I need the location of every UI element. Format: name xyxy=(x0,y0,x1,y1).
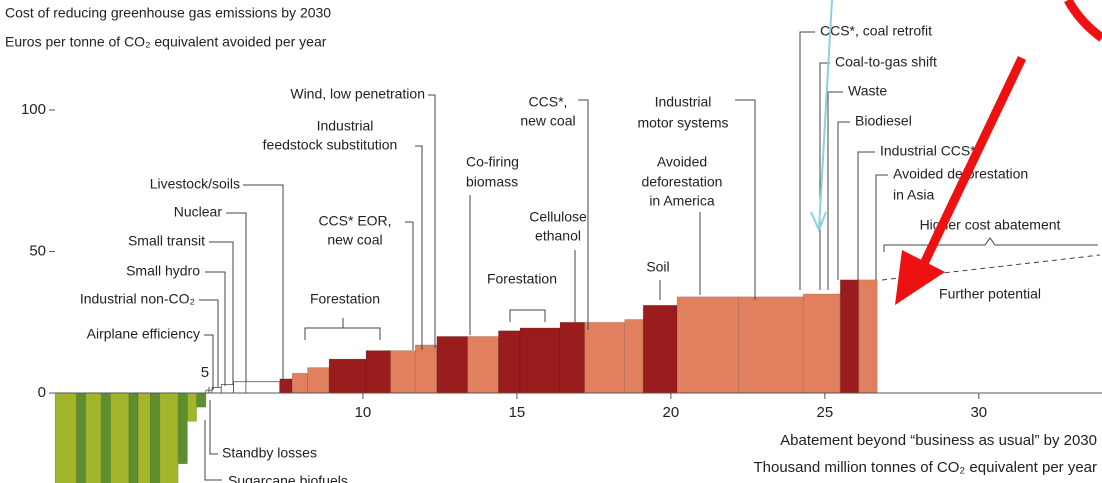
annotation: Nuclear xyxy=(174,204,223,220)
bar xyxy=(642,304,678,394)
annotation: Avoided deforestation xyxy=(893,166,1028,182)
x-tick-label: 15 xyxy=(509,404,526,421)
annotation: in Asia xyxy=(893,187,934,203)
annotation: CCS*, coal retrofit xyxy=(820,23,932,39)
bar xyxy=(584,321,626,394)
bar xyxy=(100,392,111,483)
bar xyxy=(150,392,161,483)
annotation: Industrial xyxy=(317,118,374,134)
bar xyxy=(467,336,499,394)
x-tick-label: 20 xyxy=(663,404,680,421)
bar xyxy=(245,381,281,394)
annotation: Higher cost abatement xyxy=(920,217,1061,233)
annotation: Industrial CCS* xyxy=(880,143,976,159)
annotation: Small hydro xyxy=(126,263,200,279)
bar xyxy=(233,381,247,394)
bars xyxy=(54,279,878,483)
bar xyxy=(291,372,308,394)
annotation: biomass xyxy=(466,174,518,190)
y-tick-label: 50 xyxy=(29,242,46,259)
bar xyxy=(328,358,367,394)
annotation: Standby losses xyxy=(222,445,317,461)
annotation: Wind, low penetration xyxy=(290,86,425,102)
annotation: Soil xyxy=(646,259,669,275)
x-axis-label: Abatement beyond “business as usual” by … xyxy=(780,432,1097,449)
bar xyxy=(365,350,392,394)
bar xyxy=(137,392,151,483)
bar xyxy=(436,336,469,394)
bar xyxy=(110,392,130,483)
bar xyxy=(177,392,188,465)
annotations: Wind, low penetration Industrial feedsto… xyxy=(80,23,1061,483)
bar xyxy=(128,392,139,483)
bar xyxy=(85,392,102,483)
annotation: feedstock substitution xyxy=(263,137,398,153)
annotation: Forestation xyxy=(487,271,557,287)
annotation: Livestock/soils xyxy=(150,176,240,192)
bar xyxy=(196,392,207,408)
annotation: Avoided xyxy=(657,154,707,170)
annotation: Sugarcane biofuels xyxy=(228,473,348,483)
annotation: Waste xyxy=(848,83,887,99)
annotation: in America xyxy=(649,193,715,209)
annotation: ethanol xyxy=(535,228,581,244)
bar xyxy=(187,392,198,422)
bar xyxy=(519,327,561,394)
x-tick-label: 30 xyxy=(970,404,987,421)
annotation: Coal-to-gas shift xyxy=(835,54,937,70)
bar xyxy=(802,293,841,394)
chart-subtitle: Euros per tonne of CO₂ equivalent avoide… xyxy=(5,34,327,50)
bar xyxy=(676,296,740,394)
bar xyxy=(159,392,179,483)
annotation: Further potential xyxy=(939,286,1041,302)
annotation: new coal xyxy=(327,232,382,248)
chart-title: Cost of reducing greenhouse gas emission… xyxy=(5,5,331,21)
annotation: deforestation xyxy=(642,174,723,190)
annotation: motor systems xyxy=(637,115,728,131)
overlay-marks xyxy=(810,0,1102,305)
bar xyxy=(624,319,644,394)
bar xyxy=(220,384,235,394)
annotation: Small transit xyxy=(128,233,205,249)
annotation: Co-firing xyxy=(466,154,519,170)
annotation: Cellulose xyxy=(529,209,587,225)
bar xyxy=(839,279,860,394)
bar xyxy=(738,296,804,394)
annotation: new coal xyxy=(520,113,575,129)
bar xyxy=(858,279,878,394)
x-tick-label: 25 xyxy=(817,404,834,421)
bar xyxy=(76,392,87,483)
x-axis-label: Thousand million tonnes of CO₂ equivalen… xyxy=(753,459,1097,476)
annotation: Biodiesel xyxy=(855,113,912,129)
annotation: CCS*, xyxy=(529,94,568,110)
bar xyxy=(498,330,521,394)
annotation: Forestation xyxy=(310,291,380,307)
leaders xyxy=(199,31,1101,481)
bar xyxy=(279,378,293,394)
bar xyxy=(390,350,416,394)
bar xyxy=(54,392,77,483)
bar xyxy=(307,367,330,394)
x-tick-label: 5 xyxy=(201,364,209,381)
annotation: Industrial non-CO₂ xyxy=(80,291,195,307)
y-tick-label: 100 xyxy=(21,101,46,118)
x-tick-label: 10 xyxy=(355,404,372,421)
y-tick-label: 0 xyxy=(38,384,46,401)
annotation: Industrial xyxy=(655,94,712,110)
bar xyxy=(559,321,586,394)
annotation: Airplane efficiency xyxy=(87,326,200,342)
annotation: CCS* EOR, xyxy=(318,213,391,229)
bar xyxy=(414,344,438,394)
